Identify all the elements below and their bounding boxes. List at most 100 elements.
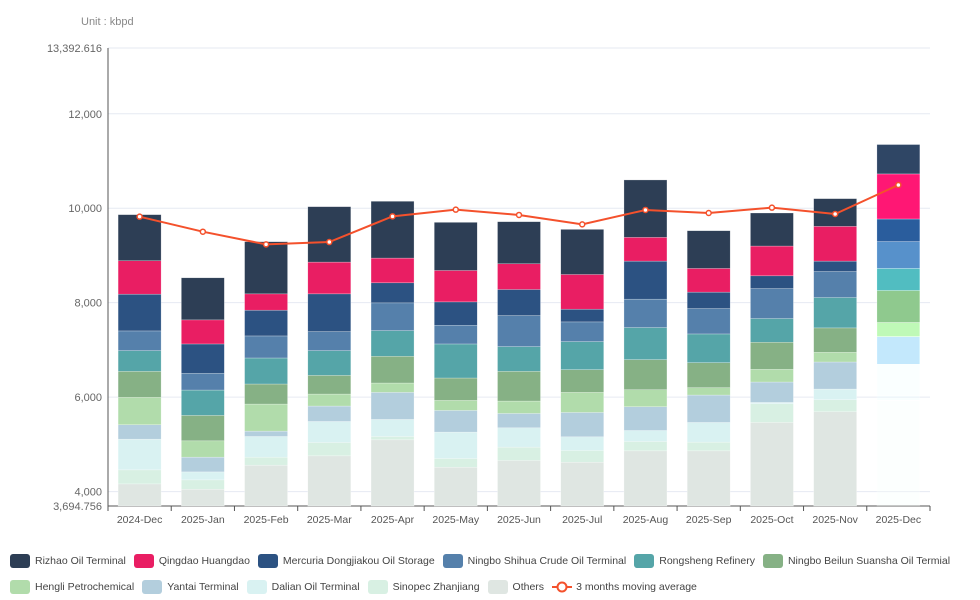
bar-segment[interactable] bbox=[244, 335, 288, 359]
bar-segment[interactable] bbox=[876, 290, 921, 323]
bar-segment[interactable] bbox=[750, 318, 794, 343]
bar-segment[interactable] bbox=[623, 430, 668, 442]
bar-segment[interactable] bbox=[876, 268, 921, 291]
bar-segment[interactable] bbox=[497, 400, 541, 414]
bar-segment[interactable] bbox=[244, 436, 288, 458]
bar-segment[interactable] bbox=[560, 436, 604, 451]
bar-segment[interactable] bbox=[244, 403, 288, 432]
bar-segment[interactable] bbox=[244, 357, 288, 385]
bar-segment[interactable] bbox=[750, 212, 794, 247]
bar-segment[interactable] bbox=[181, 479, 225, 490]
legend-item[interactable]: Sinopec Zhanjiang bbox=[367, 580, 480, 594]
bar-segment[interactable] bbox=[560, 412, 604, 438]
bar-segment[interactable] bbox=[434, 400, 478, 411]
bar-segment[interactable] bbox=[244, 241, 288, 295]
bar-segment[interactable] bbox=[750, 342, 794, 370]
bar-segment[interactable] bbox=[560, 461, 604, 507]
bar-segment[interactable] bbox=[560, 274, 604, 310]
bar-segment[interactable] bbox=[876, 364, 921, 396]
legend-item[interactable]: Hengli Petrochemical bbox=[10, 580, 134, 594]
bar-segment[interactable] bbox=[370, 302, 415, 331]
bar-segment[interactable] bbox=[560, 229, 604, 275]
bar-segment[interactable] bbox=[750, 403, 794, 423]
bar-segment[interactable] bbox=[560, 392, 604, 413]
bar-segment[interactable] bbox=[623, 359, 668, 390]
bar-segment[interactable] bbox=[434, 431, 478, 459]
bar-segment[interactable] bbox=[686, 362, 731, 388]
bar-segment[interactable] bbox=[307, 455, 352, 507]
bar-segment[interactable] bbox=[434, 458, 478, 468]
bar-segment[interactable] bbox=[117, 214, 162, 261]
bar-segment[interactable] bbox=[307, 261, 352, 295]
bar-segment[interactable] bbox=[181, 319, 225, 345]
bar-segment[interactable] bbox=[181, 415, 225, 442]
bar-segment[interactable] bbox=[686, 333, 731, 363]
bar-segment[interactable] bbox=[307, 375, 352, 395]
bar-segment[interactable] bbox=[560, 369, 604, 393]
legend-item[interactable]: Qingdao Huangdao bbox=[133, 554, 250, 568]
bar-segment[interactable] bbox=[750, 369, 794, 383]
bar-segment[interactable] bbox=[244, 309, 288, 337]
bar-segment[interactable] bbox=[181, 373, 225, 391]
bar-segment[interactable] bbox=[370, 436, 415, 441]
bar-segment[interactable] bbox=[434, 343, 478, 379]
legend-item[interactable]: Yantai Terminal bbox=[142, 580, 239, 594]
bar-segment[interactable] bbox=[370, 330, 415, 357]
bar-segment[interactable] bbox=[497, 413, 541, 429]
bar-segment[interactable] bbox=[307, 405, 352, 422]
bar-segment[interactable] bbox=[307, 421, 352, 443]
bar-segment[interactable] bbox=[117, 438, 162, 471]
legend-item[interactable]: Rongsheng Refinery bbox=[634, 554, 755, 568]
bar-segment[interactable] bbox=[497, 460, 541, 507]
bar-segment[interactable] bbox=[370, 282, 415, 304]
bar-segment[interactable] bbox=[813, 411, 857, 507]
bar-segment[interactable] bbox=[181, 389, 225, 416]
bar-segment[interactable] bbox=[686, 450, 731, 507]
bar-segment[interactable] bbox=[686, 230, 731, 269]
bar-segment[interactable] bbox=[813, 271, 857, 298]
bar-segment[interactable] bbox=[181, 440, 225, 458]
bar-segment[interactable] bbox=[434, 377, 478, 401]
bar-segment[interactable] bbox=[117, 469, 162, 485]
bar-segment[interactable] bbox=[750, 275, 794, 289]
bar-segment[interactable] bbox=[686, 422, 731, 443]
bar-segment[interactable] bbox=[434, 301, 478, 326]
legend-item[interactable]: Others bbox=[487, 580, 544, 594]
bar-segment[interactable] bbox=[497, 371, 541, 402]
bar-segment[interactable] bbox=[686, 268, 731, 293]
bar-segment[interactable] bbox=[623, 389, 668, 407]
bar-segment[interactable] bbox=[434, 270, 478, 303]
bar-segment[interactable] bbox=[876, 144, 921, 175]
bar-segment[interactable] bbox=[244, 456, 288, 466]
bar-segment[interactable] bbox=[623, 237, 668, 262]
legend-item[interactable]: Ningbo Shihua Crude Oil Terminal bbox=[442, 554, 626, 568]
bar-segment[interactable] bbox=[244, 430, 288, 437]
bar-segment[interactable] bbox=[370, 439, 415, 507]
bar-segment[interactable] bbox=[813, 260, 857, 272]
bar-segment[interactable] bbox=[497, 346, 541, 372]
bar-segment[interactable] bbox=[117, 397, 162, 426]
bar-segment[interactable] bbox=[370, 392, 415, 420]
bar-segment[interactable] bbox=[623, 327, 668, 360]
bar-segment[interactable] bbox=[686, 387, 731, 396]
bar-segment[interactable] bbox=[434, 325, 478, 345]
bar-segment[interactable] bbox=[876, 173, 921, 220]
bar-segment[interactable] bbox=[876, 395, 921, 401]
legend-item[interactable]: 3 months moving average bbox=[552, 580, 697, 594]
bar-segment[interactable] bbox=[117, 483, 162, 507]
bar-segment[interactable] bbox=[876, 218, 921, 242]
bar-segment[interactable] bbox=[750, 245, 794, 277]
bar-segment[interactable] bbox=[623, 298, 668, 328]
legend-item[interactable]: Rizhao Oil Terminal bbox=[10, 554, 126, 568]
bar-segment[interactable] bbox=[181, 456, 225, 473]
bar-segment[interactable] bbox=[434, 410, 478, 433]
bar-segment[interactable] bbox=[686, 308, 731, 335]
bar-segment[interactable] bbox=[181, 343, 225, 374]
legend-item[interactable]: Ningbo Beilun Suansha Oil Termial bbox=[762, 554, 950, 568]
bar-segment[interactable] bbox=[813, 327, 857, 353]
bar-segment[interactable] bbox=[181, 488, 225, 507]
bar-segment[interactable] bbox=[497, 221, 541, 265]
bar-segment[interactable] bbox=[307, 350, 352, 376]
bar-segment[interactable] bbox=[813, 388, 857, 400]
bar-segment[interactable] bbox=[876, 322, 921, 337]
